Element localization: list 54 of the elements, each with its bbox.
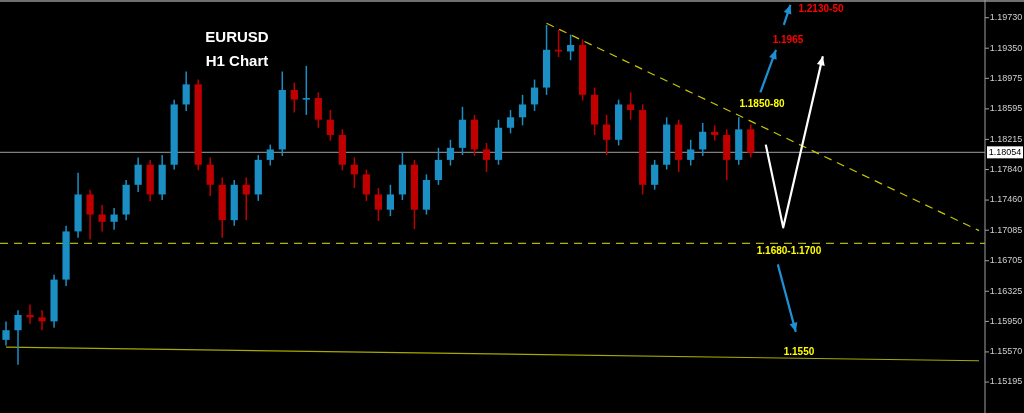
annotation: 1.1550 xyxy=(783,345,815,357)
y-tick-label: 1.17840 xyxy=(989,163,1023,174)
candlestick xyxy=(26,303,34,325)
y-tick-label: 1.18975 xyxy=(989,72,1023,83)
candlestick xyxy=(134,156,142,193)
y-tick-label: 1.18595 xyxy=(989,103,1023,114)
y-tick-label: 1.17085 xyxy=(989,224,1023,235)
candlestick xyxy=(302,65,310,116)
y-tick-label: 1.18215 xyxy=(989,133,1023,144)
candlestick xyxy=(38,309,46,331)
candlestick xyxy=(314,91,322,129)
y-tick-label: 1.17460 xyxy=(989,194,1023,205)
candlestick xyxy=(627,91,635,121)
candlestick xyxy=(98,204,106,233)
y-tick-label: 1.15570 xyxy=(989,346,1023,357)
annotation: 1.1850-80 xyxy=(739,97,785,109)
text: EURUSD xyxy=(205,28,269,45)
candlestick xyxy=(266,143,274,167)
candlestick xyxy=(747,123,755,159)
candlestick xyxy=(182,70,190,112)
candlestick xyxy=(687,139,695,167)
annotation: 1.1680-1.1700 xyxy=(756,244,822,256)
candlestick xyxy=(446,139,455,167)
candlestick xyxy=(290,82,298,114)
candlestick xyxy=(518,94,527,127)
candlestick xyxy=(434,147,443,186)
candlestick xyxy=(350,156,358,189)
candlestick xyxy=(2,320,10,347)
y-tick-label: 1.19350 xyxy=(989,42,1023,53)
candlestick xyxy=(86,188,94,241)
candlestick xyxy=(206,156,214,197)
y-tick-label: 1.16705 xyxy=(989,255,1023,266)
candlestick xyxy=(482,142,491,173)
candlestick xyxy=(386,184,394,217)
candlestick xyxy=(14,309,22,366)
candlestick xyxy=(506,109,515,135)
text: H1 Chart xyxy=(205,52,269,69)
candlestick xyxy=(699,122,707,157)
annotation: 1.1965 xyxy=(772,33,804,45)
y-tick-label: 1.19730 xyxy=(989,12,1023,23)
candlestick xyxy=(566,33,575,62)
annotation: 1.2130-50 xyxy=(798,2,844,14)
ref-line-label: 1.18054 xyxy=(988,146,1022,157)
candlestick xyxy=(242,176,250,221)
candlestick xyxy=(603,114,611,156)
candlestick xyxy=(530,78,539,112)
y-tick-label: 1.15195 xyxy=(989,376,1023,387)
y-tick-label: 1.16325 xyxy=(989,285,1023,296)
y-tick-label: 1.15950 xyxy=(989,315,1023,326)
candlestick xyxy=(651,159,659,191)
candlestick xyxy=(326,109,334,142)
candlestick xyxy=(110,207,118,231)
candlestick xyxy=(362,168,370,202)
candlestick xyxy=(374,187,382,222)
